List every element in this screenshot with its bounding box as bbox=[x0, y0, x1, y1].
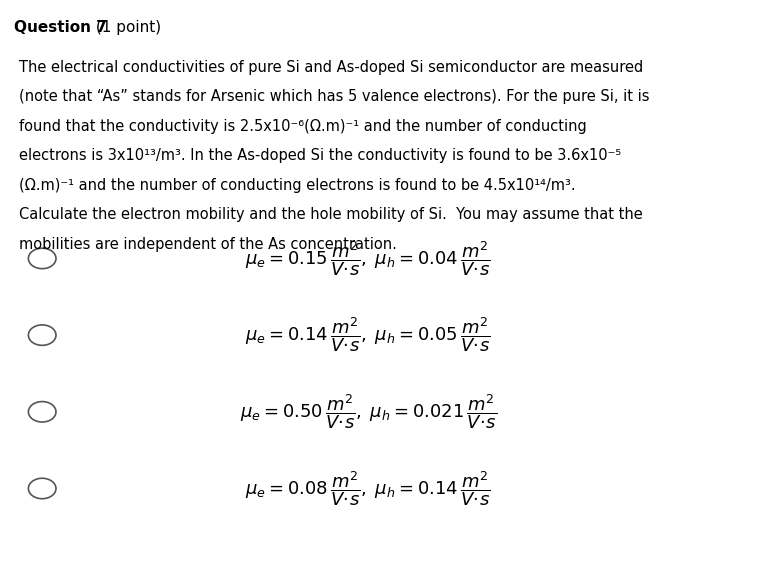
Text: (note that “As” stands for Arsenic which has 5 valence electrons). For the pure : (note that “As” stands for Arsenic which… bbox=[19, 89, 650, 104]
Text: $\mu_e = 0.15\,\dfrac{m^2}{V\!\cdot\! s},\;\mu_h = 0.04\,\dfrac{m^2}{V\!\cdot\! : $\mu_e = 0.15\,\dfrac{m^2}{V\!\cdot\! s}… bbox=[245, 239, 491, 278]
Text: $\mu_e = 0.14\,\dfrac{m^2}{V\!\cdot\! s},\;\mu_h = 0.05\,\dfrac{m^2}{V\!\cdot\! : $\mu_e = 0.14\,\dfrac{m^2}{V\!\cdot\! s}… bbox=[245, 316, 491, 354]
Text: (Ω.m)⁻¹ and the number of conducting electrons is found to be 4.5x10¹⁴/m³.: (Ω.m)⁻¹ and the number of conducting ele… bbox=[19, 178, 576, 193]
Text: Question 7: Question 7 bbox=[14, 20, 107, 35]
Text: found that the conductivity is 2.5x10⁻⁶(Ω.m)⁻¹ and the number of conducting: found that the conductivity is 2.5x10⁻⁶(… bbox=[19, 119, 587, 133]
Text: $\mu_e = 0.08\,\dfrac{m^2}{V\!\cdot\! s},\;\mu_h = 0.14\,\dfrac{m^2}{V\!\cdot\! : $\mu_e = 0.08\,\dfrac{m^2}{V\!\cdot\! s}… bbox=[245, 469, 491, 508]
Text: mobilities are independent of the As concentration.: mobilities are independent of the As con… bbox=[19, 237, 397, 252]
Text: electrons is 3x10¹³/m³. In the As-doped Si the conductivity is found to be 3.6x1: electrons is 3x10¹³/m³. In the As-doped … bbox=[19, 148, 621, 163]
Text: Calculate the electron mobility and the hole mobility of Si.  You may assume tha: Calculate the electron mobility and the … bbox=[19, 207, 643, 222]
Text: The electrical conductivities of pure Si and As-doped Si semiconductor are measu: The electrical conductivities of pure Si… bbox=[19, 60, 644, 74]
Text: $\mu_e = 0.50\,\dfrac{m^2}{V\!\cdot\! s},\;\mu_h = 0.021\,\dfrac{m^2}{V\!\cdot\!: $\mu_e = 0.50\,\dfrac{m^2}{V\!\cdot\! s}… bbox=[239, 392, 497, 431]
Text: (1 point): (1 point) bbox=[91, 20, 160, 35]
